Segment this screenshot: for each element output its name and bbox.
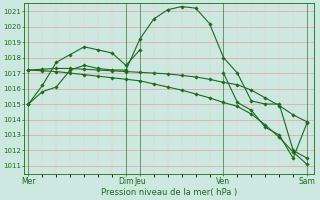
X-axis label: Pression niveau de la mer( hPa ): Pression niveau de la mer( hPa ) xyxy=(101,188,237,197)
